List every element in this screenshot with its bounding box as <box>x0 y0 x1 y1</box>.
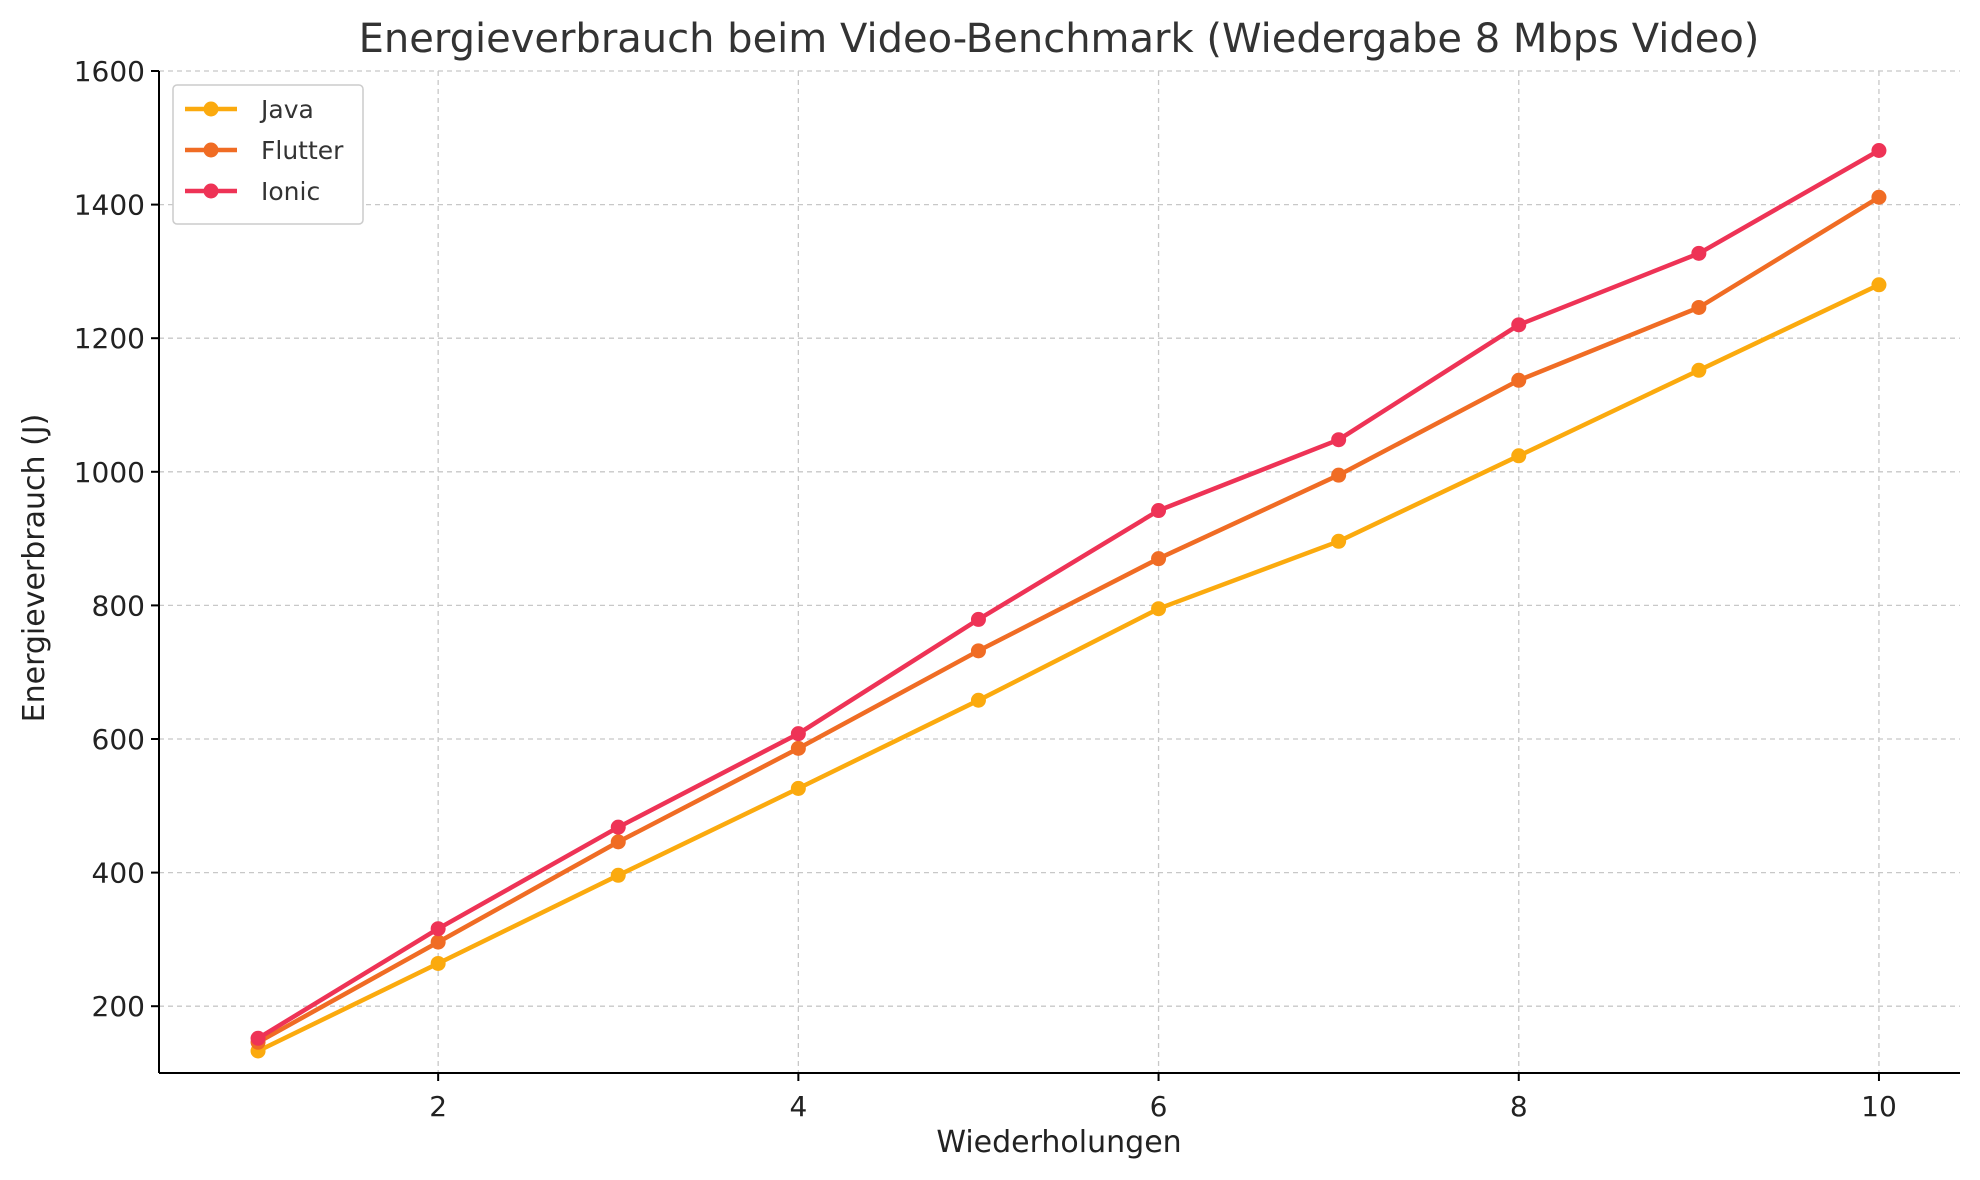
data-point-ionic-7 <box>1331 432 1347 448</box>
data-point-ionic-5 <box>970 611 986 627</box>
legend-label-flutter: Flutter <box>261 136 344 165</box>
y-tick-label-1600: 1600 <box>74 55 145 88</box>
legend-item-java: Java <box>185 95 314 124</box>
y-tick-label-800: 800 <box>92 589 145 622</box>
data-point-java-4 <box>790 780 806 796</box>
data-point-java-7 <box>1331 533 1347 549</box>
data-point-ionic-8 <box>1511 317 1527 333</box>
data-point-ionic-4 <box>790 726 806 742</box>
legend-label-java: Java <box>259 95 314 124</box>
data-point-ionic-10 <box>1871 142 1887 158</box>
legend-item-flutter: Flutter <box>185 136 344 165</box>
y-tick-label-400: 400 <box>92 857 145 890</box>
data-point-flutter-3 <box>610 834 626 850</box>
x-tick-label-2: 2 <box>429 1090 447 1123</box>
legend-swatch-marker-flutter <box>203 142 219 158</box>
legend-item-ionic: Ionic <box>185 177 320 206</box>
data-point-ionic-9 <box>1691 245 1707 261</box>
data-point-java-8 <box>1511 448 1527 464</box>
series-java <box>250 277 1887 1059</box>
data-point-ionic-3 <box>610 819 626 835</box>
y-tick-label-200: 200 <box>92 990 145 1023</box>
data-point-flutter-8 <box>1511 372 1527 388</box>
series-ionic <box>250 142 1887 1046</box>
ticks: 2 4 6 8 10 200 400 600 800 1000 1200 1400 1600 <box>74 55 1897 1123</box>
y-tick-label-600: 600 <box>92 723 145 756</box>
data-point-ionic-6 <box>1151 503 1167 519</box>
grid <box>159 70 1960 1073</box>
data-point-flutter-9 <box>1691 299 1707 315</box>
axes <box>158 71 1960 1074</box>
data-point-flutter-7 <box>1331 467 1347 483</box>
data-point-java-2 <box>430 955 446 971</box>
y-tick-label-1400: 1400 <box>74 189 145 222</box>
y-tick-label-1200: 1200 <box>74 322 145 355</box>
series-line-ionic <box>255 148 1882 1041</box>
data-point-flutter-10 <box>1871 189 1887 205</box>
data-point-ionic-2 <box>430 921 446 937</box>
y-axis-label: Energieverbrauch (J) <box>17 414 52 723</box>
data-point-ionic-1 <box>250 1030 266 1046</box>
data-point-java-9 <box>1691 362 1707 378</box>
series-group <box>250 142 1887 1059</box>
data-point-flutter-4 <box>790 740 806 756</box>
x-tick-label-10: 10 <box>1861 1090 1897 1123</box>
legend-swatch-marker-ionic <box>203 183 219 199</box>
x-tick-label-8: 8 <box>1510 1090 1528 1123</box>
data-point-java-5 <box>970 692 986 708</box>
data-point-flutter-2 <box>430 934 446 950</box>
data-point-java-10 <box>1871 277 1887 293</box>
legend-label-ionic: Ionic <box>261 177 320 206</box>
legend: Java Flutter Ionic <box>172 84 364 225</box>
legend-swatch-marker-java <box>203 101 219 117</box>
x-tick-label-6: 6 <box>1150 1090 1168 1123</box>
chart-title: Energieverbrauch beim Video-Benchmark (W… <box>359 16 1760 62</box>
data-point-java-6 <box>1151 601 1167 617</box>
data-point-flutter-6 <box>1151 551 1167 567</box>
x-axis-label: Wiederholungen <box>936 1125 1181 1160</box>
series-line-flutter <box>255 195 1882 1045</box>
data-point-flutter-5 <box>970 643 986 659</box>
y-tick-label-1000: 1000 <box>74 456 145 489</box>
series-line-java <box>255 282 1882 1054</box>
data-point-java-3 <box>610 867 626 883</box>
x-tick-label-4: 4 <box>789 1090 807 1123</box>
series-flutter <box>250 189 1887 1050</box>
